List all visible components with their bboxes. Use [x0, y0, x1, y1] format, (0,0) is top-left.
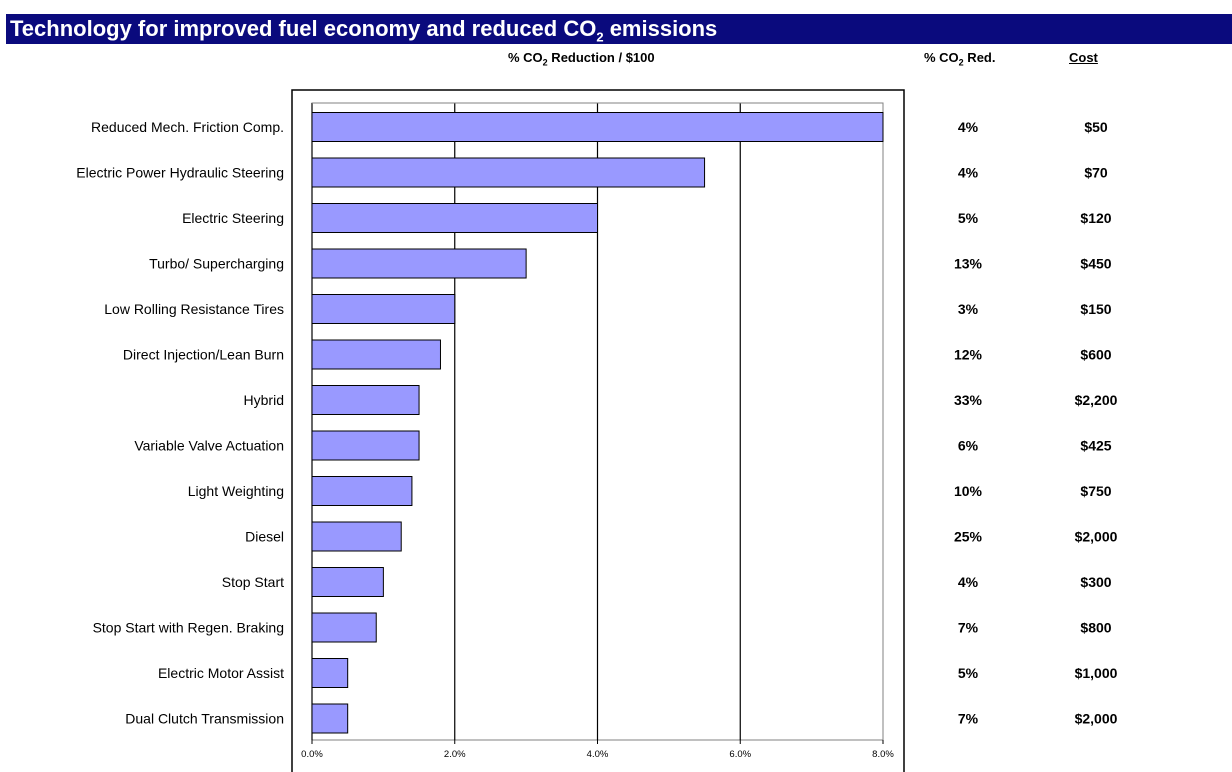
cost-value: $1,000 [1075, 665, 1118, 681]
bar [311, 385, 420, 415]
co2-red-header-suffix: Red. [963, 50, 996, 65]
bar [311, 567, 384, 597]
x-tick-label: 4.0% [587, 749, 609, 760]
cost-value: $800 [1080, 620, 1111, 636]
cost-value: $600 [1080, 347, 1111, 363]
category-label: Stop Start with Regen. Braking [93, 620, 284, 636]
cost-header: Cost [1069, 50, 1098, 65]
bar [311, 203, 598, 233]
co2-reduction-value: 4% [958, 165, 979, 181]
category-label: Light Weighting [188, 483, 284, 499]
co2-reduction-value: 5% [958, 210, 979, 226]
co2-reduction-value: 12% [954, 347, 983, 363]
co2-reduction-value: 7% [958, 711, 979, 727]
bar [311, 339, 441, 370]
cost-value: $2,200 [1075, 392, 1118, 408]
co2-reduction-value: 3% [958, 301, 979, 317]
cost-value: $120 [1080, 210, 1111, 226]
category-label: Hybrid [244, 392, 284, 408]
cost-value: $50 [1084, 119, 1108, 135]
cost-value: $2,000 [1075, 711, 1118, 727]
bar [311, 658, 349, 688]
bar [311, 157, 706, 188]
category-label: Turbo/ Supercharging [149, 256, 284, 272]
bar [311, 476, 413, 506]
chart-header: % CO2 Reduction / $100 [508, 50, 655, 68]
co2-reduction-value: 13% [954, 256, 983, 272]
cost-value: $2,000 [1075, 529, 1118, 545]
category-label: Electric Motor Assist [158, 665, 284, 681]
cost-value: $750 [1080, 483, 1111, 499]
category-label: Electric Steering [182, 210, 284, 226]
x-tick-label: 8.0% [872, 749, 894, 760]
x-tick-label: 2.0% [444, 749, 466, 760]
cost-value: $450 [1080, 256, 1111, 272]
title-suffix: emissions [603, 16, 718, 41]
co2-red-header-prefix: % CO [924, 50, 959, 65]
bar [311, 612, 377, 643]
page-title: Technology for improved fuel economy and… [10, 16, 717, 50]
cost-value: $150 [1080, 301, 1111, 317]
category-label: Stop Start [222, 574, 284, 590]
category-label: Diesel [245, 529, 284, 545]
chart-header-suffix: Reduction / $100 [547, 50, 655, 65]
co2-reduction-value: 6% [958, 438, 979, 454]
chart-header-sub: 2 [542, 57, 548, 68]
co2-reduction-value: 5% [958, 665, 979, 681]
category-label: Dual Clutch Transmission [125, 711, 284, 727]
cost-value: $70 [1084, 165, 1108, 181]
x-tick-label: 0.0% [301, 749, 323, 760]
co2-red-header: % CO2 Red. [924, 50, 995, 68]
co2-red-header-sub: 2 [958, 57, 964, 68]
category-label: Electric Power Hydraulic Steering [76, 165, 284, 181]
cost-value: $300 [1080, 574, 1111, 590]
bar [311, 430, 420, 461]
bar [311, 521, 402, 552]
bar [311, 248, 527, 279]
title-prefix: Technology for improved fuel economy and… [10, 16, 597, 41]
co2-reduction-value: 25% [954, 529, 983, 545]
co2-reduction-value: 4% [958, 119, 979, 135]
x-tick-label: 6.0% [729, 749, 751, 760]
co2-reduction-value: 7% [958, 620, 979, 636]
category-label: Direct Injection/Lean Burn [123, 347, 284, 363]
co2-reduction-value: 10% [954, 483, 983, 499]
co2-reduction-value: 4% [958, 574, 979, 590]
bar [311, 112, 884, 142]
co2-reduction-value: 33% [954, 392, 983, 408]
bar [311, 294, 456, 324]
bar [311, 703, 349, 734]
category-label: Variable Valve Actuation [134, 438, 284, 454]
cost-value: $425 [1080, 438, 1111, 454]
category-label: Reduced Mech. Friction Comp. [91, 119, 284, 135]
title-banner: Technology for improved fuel economy and… [6, 14, 1232, 44]
category-label: Low Rolling Resistance Tires [104, 301, 284, 317]
chart-header-prefix: % CO [508, 50, 543, 65]
title-subscript: 2 [596, 29, 604, 45]
